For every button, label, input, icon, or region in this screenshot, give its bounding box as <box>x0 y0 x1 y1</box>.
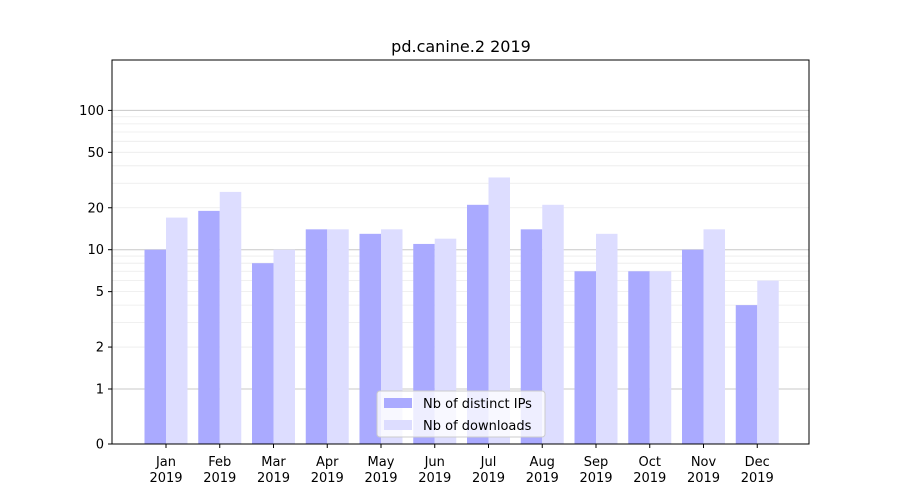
y-tick-label: 2 <box>96 341 104 356</box>
x-tick-label-month: May <box>368 455 395 470</box>
x-tick-label-month: Feb <box>208 455 231 470</box>
x-tick-label-month: Nov <box>691 455 717 470</box>
y-axis: 0 1 2 5 10 20 50 100 <box>79 104 112 453</box>
x-tick-label-year: 2019 <box>741 471 774 486</box>
y-tick-label: 20 <box>87 201 104 216</box>
y-tick-label: 10 <box>87 243 104 258</box>
legend-label: Nb of downloads <box>423 419 532 434</box>
x-tick-label-month: Dec <box>745 455 770 470</box>
bar-downloads <box>596 233 618 444</box>
bar-downloads <box>542 204 564 444</box>
x-tick-label-month: Sep <box>584 455 609 470</box>
bar-distinct-ips <box>520 229 543 444</box>
legend-label: Nb of distinct IPs <box>423 397 532 412</box>
bar-distinct-ips <box>628 271 650 444</box>
y-tick-label: 0 <box>96 438 104 453</box>
bar-distinct-ips <box>305 229 328 444</box>
bar-downloads <box>219 191 242 444</box>
y-tick-label: 1 <box>96 383 104 398</box>
bar-distinct-ips <box>144 249 166 444</box>
legend-box <box>376 390 546 438</box>
x-tick-label-month: Jun <box>424 455 445 470</box>
x-tick-label-month: Jan <box>155 455 176 470</box>
chart-title: pd.canine.2 2019 <box>391 37 531 56</box>
legend-swatch <box>384 420 412 430</box>
x-tick-label-year: 2019 <box>687 471 720 486</box>
x-tick-label-year: 2019 <box>203 471 236 486</box>
x-tick-label-month: Jul <box>480 455 497 470</box>
bar-downloads <box>381 229 403 444</box>
x-tick-label-year: 2019 <box>633 471 666 486</box>
x-tick-label-year: 2019 <box>364 471 397 486</box>
x-tick-label-month: Mar <box>261 455 286 470</box>
legend: Nb of distinct IPs Nb of downloads <box>376 390 546 438</box>
bar-downloads <box>166 217 188 444</box>
x-tick-label-year: 2019 <box>257 471 290 486</box>
x-tick-label-year: 2019 <box>526 471 559 486</box>
x-tick-label-month: Aug <box>530 455 555 470</box>
bar-distinct-ips <box>198 210 220 444</box>
bar-downloads <box>327 229 349 444</box>
bar-distinct-ips <box>682 249 704 444</box>
x-tick-label-month: Oct <box>639 455 661 470</box>
x-axis: Jan2019Feb2019Mar2019Apr2019May2019Jun20… <box>149 444 774 486</box>
bar-distinct-ips <box>252 263 274 444</box>
bar-downloads <box>488 177 510 444</box>
bar-distinct-ips <box>735 305 758 444</box>
plot-frame <box>111 59 810 445</box>
x-tick-label-year: 2019 <box>418 471 451 486</box>
bar-distinct-ips <box>467 204 489 444</box>
y-tick-label: 50 <box>87 146 104 161</box>
bar-distinct-ips <box>574 271 596 444</box>
x-tick-label-month: Apr <box>316 455 339 470</box>
x-tick-label-year: 2019 <box>579 471 612 486</box>
x-tick-label-year: 2019 <box>311 471 344 486</box>
bar-downloads <box>649 271 672 444</box>
x-tick-label-year: 2019 <box>149 471 182 486</box>
y-tick-label: 100 <box>79 104 104 119</box>
bar-distinct-ips <box>359 233 381 444</box>
bar-downloads <box>273 249 295 444</box>
bar-downloads <box>757 280 779 444</box>
x-tick-label-year: 2019 <box>472 471 505 486</box>
bar-downloads <box>703 229 725 444</box>
y-tick-label: 5 <box>96 285 104 300</box>
legend-swatch <box>384 398 412 408</box>
